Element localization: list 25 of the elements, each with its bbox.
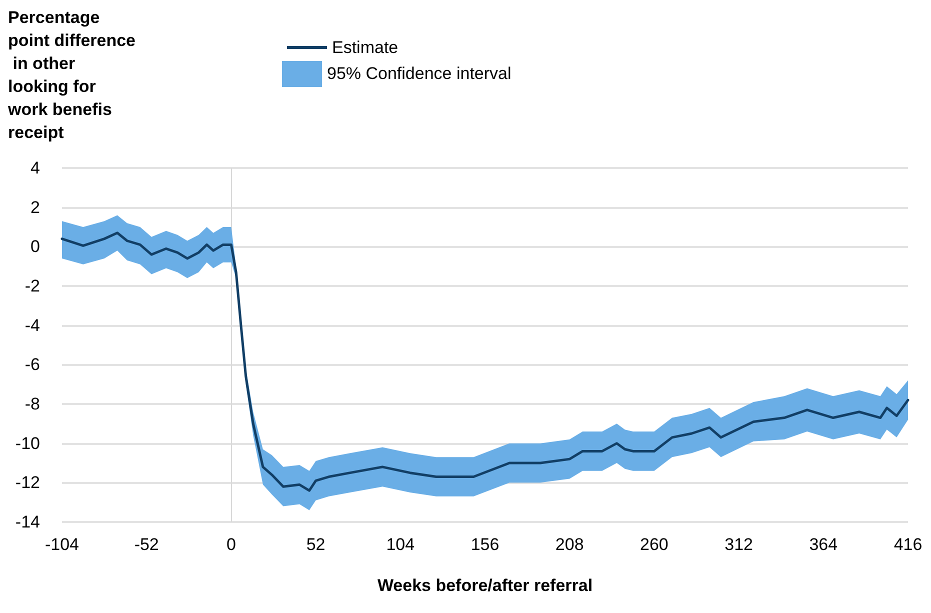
- y-tick-label: -2: [24, 276, 40, 296]
- x-tick-label: 364: [809, 535, 838, 554]
- x-tick-label: 104: [386, 535, 415, 554]
- x-tick-label: -52: [134, 535, 159, 554]
- text: 95% Confidence interval: [327, 64, 512, 84]
- x-tick-label: -104: [44, 535, 80, 554]
- y-tick-label: -10: [15, 434, 40, 453]
- y-tick-label: -6: [24, 355, 40, 374]
- y-tick-label: -12: [15, 473, 40, 492]
- y-tick-label: 4: [30, 158, 40, 178]
- x-tick-label: 416: [894, 535, 922, 554]
- y-tick-label: 0: [30, 237, 40, 256]
- y-tick-label: 2: [30, 198, 40, 217]
- x-tick-label: 0: [226, 535, 236, 554]
- y-tick-label: -4: [24, 316, 40, 335]
- x-tick-label: 208: [555, 535, 584, 554]
- x-tick-label: 156: [470, 535, 500, 554]
- legend-label: Estimate: [332, 38, 398, 57]
- x-tick-label: 260: [640, 535, 668, 554]
- x-axis-title: Weeks before/after referral: [377, 576, 593, 595]
- y-tick-label: -8: [24, 394, 40, 414]
- x-tick-label: 52: [306, 535, 326, 554]
- x-tick-label: 312: [724, 535, 753, 554]
- y-axis-title: Percentage point difference in other looking for work benefis receipt: [7, 8, 136, 142]
- y-tick-label: -14: [15, 512, 40, 532]
